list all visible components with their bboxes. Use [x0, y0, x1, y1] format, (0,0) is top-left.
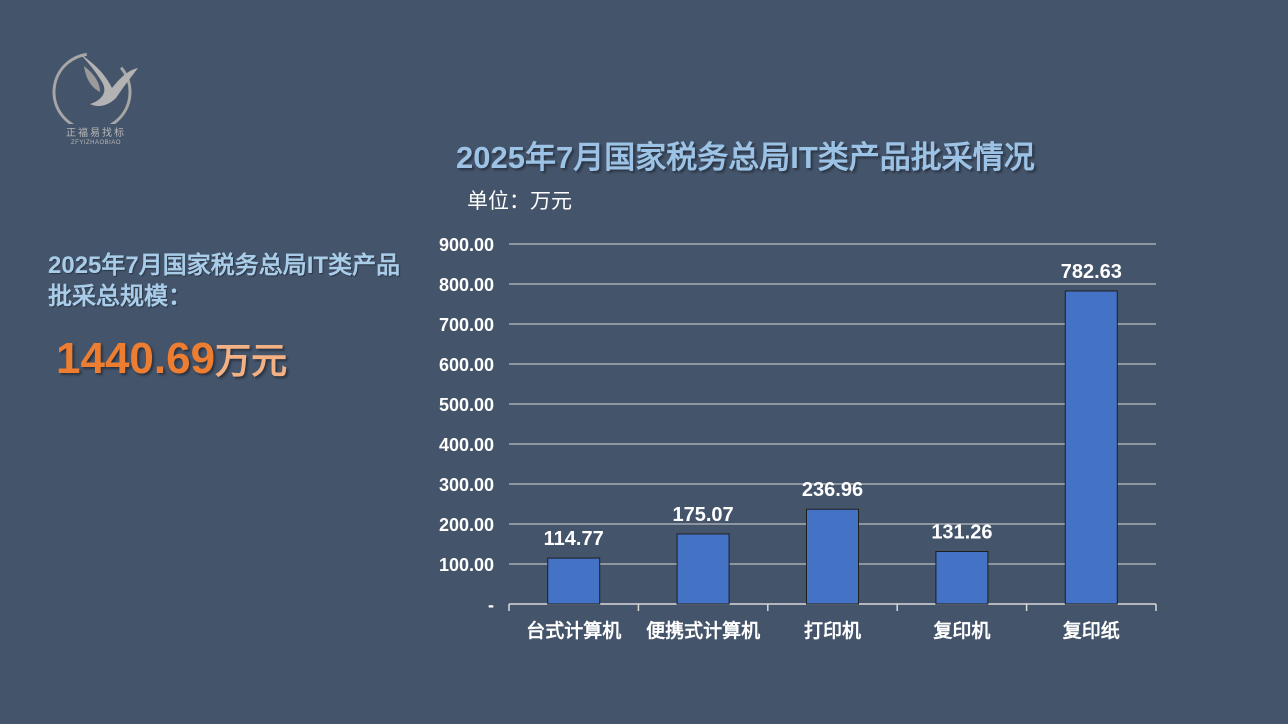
y-tick-label: -: [488, 595, 494, 615]
chart-title: 2025年7月国家税务总局IT类产品批采情况: [456, 140, 1035, 175]
eagle-logo-icon: [52, 52, 138, 132]
y-tick-label: 300.00: [439, 475, 494, 495]
data-label: 131.26: [931, 521, 992, 543]
bar: [806, 508, 859, 605]
x-tick-label: 复印机: [932, 619, 990, 642]
x-tick-label: 台式计算机: [526, 619, 621, 642]
brand-name: 正福易找标: [66, 128, 126, 139]
y-tick-label: 900.00: [439, 235, 494, 255]
data-label: 114.77: [544, 528, 604, 550]
y-tick-label: 700.00: [439, 315, 494, 335]
x-tick-label: 复印纸: [1062, 619, 1120, 642]
bar: [935, 550, 989, 605]
data-label: 236.96: [802, 479, 863, 501]
total-unit: 万元: [215, 340, 288, 381]
x-tick-label: 便携式计算机: [646, 619, 760, 642]
y-tick-label: 200.00: [439, 515, 494, 535]
summary-label: 2025年7月国家税务总局IT类产品批采总规模：: [48, 252, 401, 310]
y-tick-label: 600.00: [439, 355, 494, 375]
bar: [547, 557, 601, 605]
y-tick-label: 400.00: [439, 435, 494, 455]
y-tick-label: 100.00: [439, 555, 494, 575]
summary-total: 1440.69万元: [56, 332, 408, 384]
logo: 正福易找标 ZFYIZHAOBIAO: [50, 44, 142, 152]
data-label: 782.63: [1061, 261, 1122, 283]
x-tick-label: 打印机: [804, 619, 861, 642]
bar: [676, 533, 730, 605]
unit-label: 单位：万元: [467, 190, 572, 213]
y-tick-label: 500.00: [439, 395, 494, 415]
total-value: 1440.69: [56, 334, 216, 383]
summary-panel: 2025年7月国家税务总局IT类产品批采总规模： 1440.69万元: [48, 250, 408, 384]
bar: [1064, 290, 1118, 605]
y-tick-label: 800.00: [439, 275, 494, 295]
data-label: 175.07: [673, 504, 734, 526]
brand-name-latin: ZFYIZHAOBIAO: [70, 140, 121, 146]
